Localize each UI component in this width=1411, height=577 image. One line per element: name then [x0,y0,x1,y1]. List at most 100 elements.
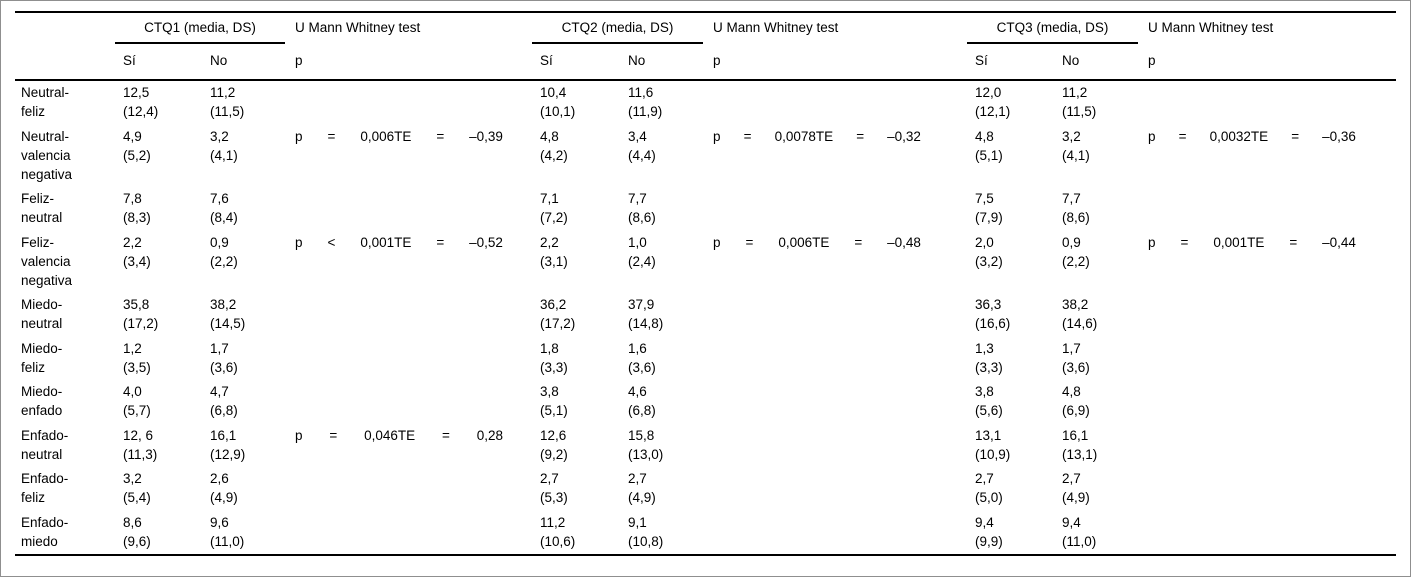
ctq1-group-title: CTQ1 (media, DS) [115,18,285,44]
mean-sd-line: 2,7 [975,471,994,486]
p-token: = [1180,234,1189,250]
ctq3-no-cell: 9,4 (11,0) [1062,511,1148,556]
p-value: p = 0,006TE = –0,39 [295,127,503,146]
mean-sd-line: (6,8) [210,403,238,418]
mean-sd-line: (12,9) [210,446,246,462]
ctq3-p-cell [1148,424,1396,468]
row-label-line: Enfado- [21,427,69,443]
ctq2-si-cell: 2,7 (5,3) [540,467,628,511]
p-value: p = 0,0032TE = –0,36 [1148,127,1356,146]
p-token: p [713,234,721,250]
mean-sd-line: 16,1 [1062,427,1089,443]
table-row: Enfado-neutral 12, 6 (11,3) 16,1 (12,9) p = 0,0… [15,424,1396,468]
mean-sd-line: (6,8) [628,403,656,418]
mean-sd-line: (14,8) [628,316,664,331]
ctq2-p-cell: p = 0,0078TE = –0,32 [713,125,975,188]
p-value: p = 0,046TE = 0,28 [295,426,503,445]
ctq2-no-cell: 2,7 (4,9) [628,467,713,511]
mean-sd-line: (11,0) [210,533,245,549]
mean-sd-line: (3,1) [540,253,568,269]
mean-sd-line: (5,2) [123,147,151,163]
ctq3-si-cell: 9,4 (9,9) [975,511,1062,556]
p-token: p [713,128,721,144]
mean-sd-line: 16,1 [210,427,237,443]
ctq3-p-cell [1148,337,1396,381]
mean-sd-line: (9,2) [540,446,568,462]
mean-sd-line: (12,4) [123,104,159,119]
mean-sd-line: (10,1) [540,104,576,119]
p-token: –0,36 [1322,128,1356,144]
mean-sd-line: (13,1) [1062,446,1098,462]
table-row: Miedo-enfado 4,0 (5,7) 4,7 (6,8) 3,8 (5,1) 4,6(… [15,380,1396,424]
mean-sd-line: 0,9 [210,234,229,250]
row-label: Miedo-neutral [15,293,123,337]
mean-sd-line: (13,0) [628,446,664,462]
ctq1-p-cell [295,511,540,556]
table-row: Neutral-valencia negativa 4,9 (5,2) 3,2 (4,1)… [15,125,1396,188]
ctq3-group-header: CTQ3 (media, DS) [967,12,1148,44]
row-label-line: Enfado- [21,514,69,530]
mean-sd-line: (2,4) [628,253,656,269]
ctq3-si-cell: 12,0 (12,1) [975,80,1062,125]
row-label-line: valencia [21,147,71,163]
mean-sd-line: (5,0) [975,490,1003,505]
ctq1-si-cell: 3,2 (5,4) [123,467,210,511]
ctq3-p-cell [1148,467,1396,511]
ctq2-p-cell [713,293,975,337]
row-label: Feliz-valencia negativa [15,231,123,294]
table-row: Neutral-feliz 12,5 (12,4) 11,2 (11,5) 10,4 (10… [15,80,1396,125]
mean-sd-line: (9,6) [123,533,151,549]
ctq1-no-cell: 2,6 (4,9) [210,467,295,511]
ctq2-no-cell: 11,6 (11,9) [628,80,713,125]
row-label: Enfado-neutral [15,424,123,468]
mean-sd-line: (8,6) [628,210,656,225]
ctq2-si-cell: 1,8 (3,3) [540,337,628,381]
mean-sd-line: 15,8 [628,427,655,443]
ctq3-no-cell: 11,2 (11,5) [1062,80,1148,125]
mean-sd-line: 4,8 [975,128,994,144]
row-label-line: Neutral- [21,128,70,144]
ctq3-si-cell: 1,3 (3,3) [975,337,1062,381]
mean-sd-line: (3,2) [975,253,1003,269]
ctq3-p-cell: p = 0,001TE = –0,44 [1148,231,1396,294]
ctq1-si-cell: 2,2 (3,4) [123,231,210,294]
mean-sd-line: 2,7 [1062,471,1081,486]
row-label: Enfado-miedo [15,511,123,556]
ctq2-si-header: Sí [540,44,628,81]
p-value: p = 0,0078TE = –0,32 [713,127,921,146]
mean-sd-line: (4,9) [628,490,656,505]
mean-sd-line: 3,8 [540,384,559,399]
ctq3-p-header: p [1148,44,1396,81]
ctq2-no-header: No [628,44,713,81]
mean-sd-line: (3,6) [628,359,656,375]
mean-sd-line: 11,2 [210,85,236,100]
p-token: 0,006TE [360,128,412,144]
row-label-line: negativa [21,272,73,288]
ctq3-si-header: Sí [975,44,1062,81]
ctq2-no-cell: 1,6 (3,6) [628,337,713,381]
row-label-line: neutral [21,316,63,331]
mean-sd-line: 0,9 [1062,234,1081,250]
mean-sd-line: 1,8 [540,340,559,356]
p-token: –0,52 [469,234,503,250]
ctq1-no-header: No [210,44,295,81]
mean-sd-line: 7,8 [123,191,142,206]
ctq1-no-cell: 7,6 (8,4) [210,187,295,231]
row-label-line: Feliz- [21,191,54,206]
ctq1-no-cell: 1,7 (3,6) [210,337,295,381]
row-label-line: Miedo- [21,297,63,312]
mean-sd-line: (12,1) [975,104,1011,119]
ctq3-no-cell: 16,1 (13,1) [1062,424,1148,468]
mean-sd-line: 1,3 [975,340,994,356]
mean-sd-line: 9,4 [1062,514,1081,530]
p-token: = [441,427,450,443]
p-token: p [295,427,303,443]
ctq1-si-cell: 12,5 (12,4) [123,80,210,125]
ctq1-si-cell: 4,0 (5,7) [123,380,210,424]
table-row: Feliz-valencia negativa 2,2 (3,4) 0,9 (2,2) p <… [15,231,1396,294]
ctq3-p-cell [1148,187,1396,231]
ctq2-p-header: p [713,44,975,81]
mean-sd-line: 2,2 [123,234,142,250]
p-token: p [1148,128,1156,144]
row-label-line: Enfado- [21,471,69,486]
